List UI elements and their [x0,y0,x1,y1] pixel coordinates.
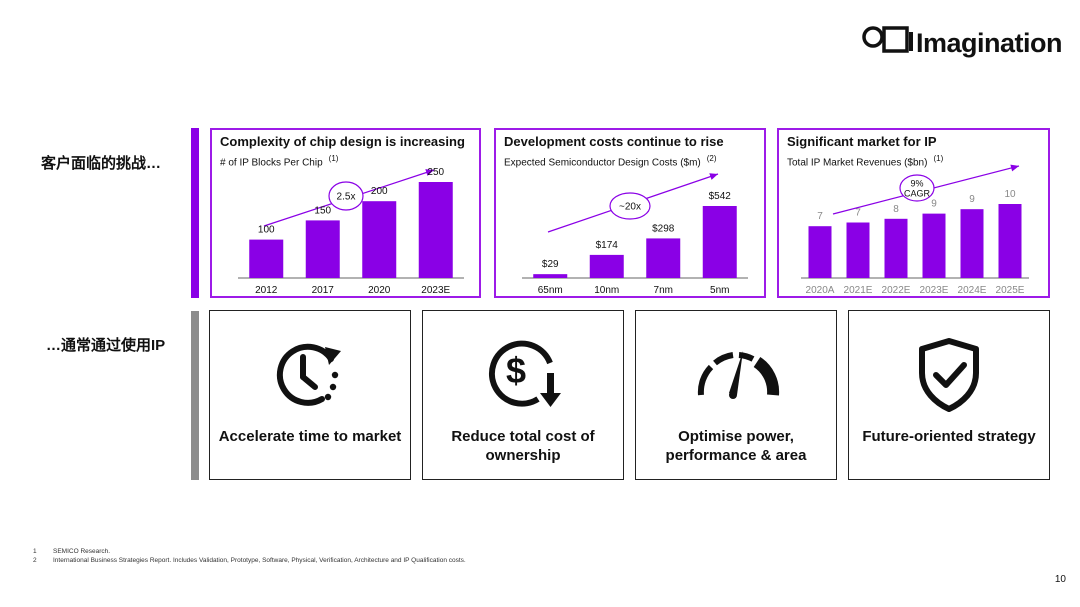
bar [808,226,832,278]
x-tick-label: 7nm [654,285,673,296]
x-tick-label: 5nm [710,285,729,296]
bar [960,209,984,278]
footnote-num: 1 [33,548,37,555]
chart-subtitle: # of IP Blocks Per Chip (1) [220,154,339,169]
chart-subtitle: Total IP Market Revenues ($bn) (1) [787,154,944,169]
x-tick-label: 2020 [368,285,391,296]
shield-check-icon [919,338,979,412]
bar [533,274,568,278]
bar-value-label: 250 [427,167,444,178]
benefit-label: Optimise power, performance & area [665,428,807,464]
bar-value-label: $542 [709,191,732,202]
annotation-label: 9% [910,179,923,189]
x-tick-label: 2025E [996,285,1025,296]
bar-value-label: 100 [258,225,275,236]
x-tick-label: 2017 [312,285,335,296]
x-tick-label: 65nm [538,285,563,296]
footnote-num: 2 [33,557,37,564]
bar [249,239,284,278]
annotation-ellipse [609,192,651,220]
trend-arrow-head [709,173,718,180]
chart-subtitle: Expected Semiconductor Design Costs ($m)… [504,154,717,169]
chart-title: Complexity of chip design is increasing [220,134,465,149]
chart-svg: 2.5x 100 2012 150 2017 200 2020 250 2023E [238,167,464,296]
chart-svg: 9%CAGR 7 2020A 7 2021E 8 2022E 9 2023E 9 2024E 10 20… [801,164,1029,296]
bar-value-label: 7 [855,208,861,219]
trend-arrow-head [1010,164,1019,172]
bar [702,206,737,278]
bar [362,201,397,278]
benefit-box-time: Accelerate time to market [209,310,411,480]
svg-text:$: $ [506,350,526,391]
benefit-label: Reduce total cost of ownership [451,428,595,464]
benefit-box-future: Future-oriented strategy [848,310,1050,480]
bar-value-label: 8 [893,204,899,215]
trend-arrow-head [425,169,434,176]
clock-refresh-icon [276,343,341,406]
benefit-label: Future-oriented strategy [862,428,1036,445]
challenge-label: 客户面临的挑战… [41,155,162,172]
speedometer-icon [697,351,780,399]
bar [646,238,681,278]
bar-value-label: $298 [652,223,675,234]
benefit-box-cost: $ Reduce total cost of ownership [422,310,624,480]
bar [998,204,1022,278]
chart-title: Development costs continue to rise [504,134,724,149]
bar [418,182,453,278]
x-tick-label: 2021E [844,285,873,296]
dollar-down-icon: $ [488,340,561,407]
x-tick-label: 10nm [594,285,619,296]
bar-value-label: 150 [314,205,331,216]
chart-title: Significant market for IP [787,134,937,149]
footnote-text: SEMICO Research. [53,548,111,555]
bar-value-label: $29 [542,259,559,270]
annotation-label: 2.5x [337,192,356,203]
benefit-label: Accelerate time to market [218,428,402,445]
bar-value-label: 7 [817,211,823,222]
bar-value-label: 10 [1004,189,1016,200]
chart-svg: ~20x $29 65nm $174 10nm $298 7nm $542 5nm [522,173,748,296]
x-tick-label: 2023E [421,285,450,296]
bar [884,218,908,278]
footnote-text: International Business Strategies Report… [53,557,466,564]
benefit-box-ppa: Optimise power, performance & area [635,310,837,480]
annotation-ellipse [899,174,935,202]
bar [846,222,870,278]
x-tick-label: 2012 [255,285,278,296]
bar [589,254,624,278]
solution-label: …通常通过使用IP [46,337,166,354]
challenge-accent-bar [191,128,199,298]
chart-panel-costs: Development costs continue to rise Expec… [494,128,766,298]
chart-panel-complexity: Complexity of chip design is increasing … [210,128,481,298]
bar-value-label: $174 [596,240,619,251]
page-number: 10 [1054,574,1066,585]
annotation-label: CAGR [904,189,931,199]
x-tick-label: 2020A [806,285,835,296]
annotation-ellipse [328,181,364,211]
bar-value-label: 9 [931,199,937,210]
bar [922,213,946,278]
bar-value-label: 200 [371,186,388,197]
chart-panel-market: Significant market for IP Total IP Marke… [777,128,1050,298]
bar-value-label: 9 [969,194,975,205]
solution-accent-bar [191,311,199,480]
logo-mark-icon [862,26,913,53]
brand-name: Imagination [916,28,1063,58]
x-tick-label: 2023E [920,285,949,296]
x-tick-label: 2024E [958,285,987,296]
bar [305,220,340,278]
annotation-label: ~20x [619,202,641,213]
x-tick-label: 2022E [882,285,911,296]
